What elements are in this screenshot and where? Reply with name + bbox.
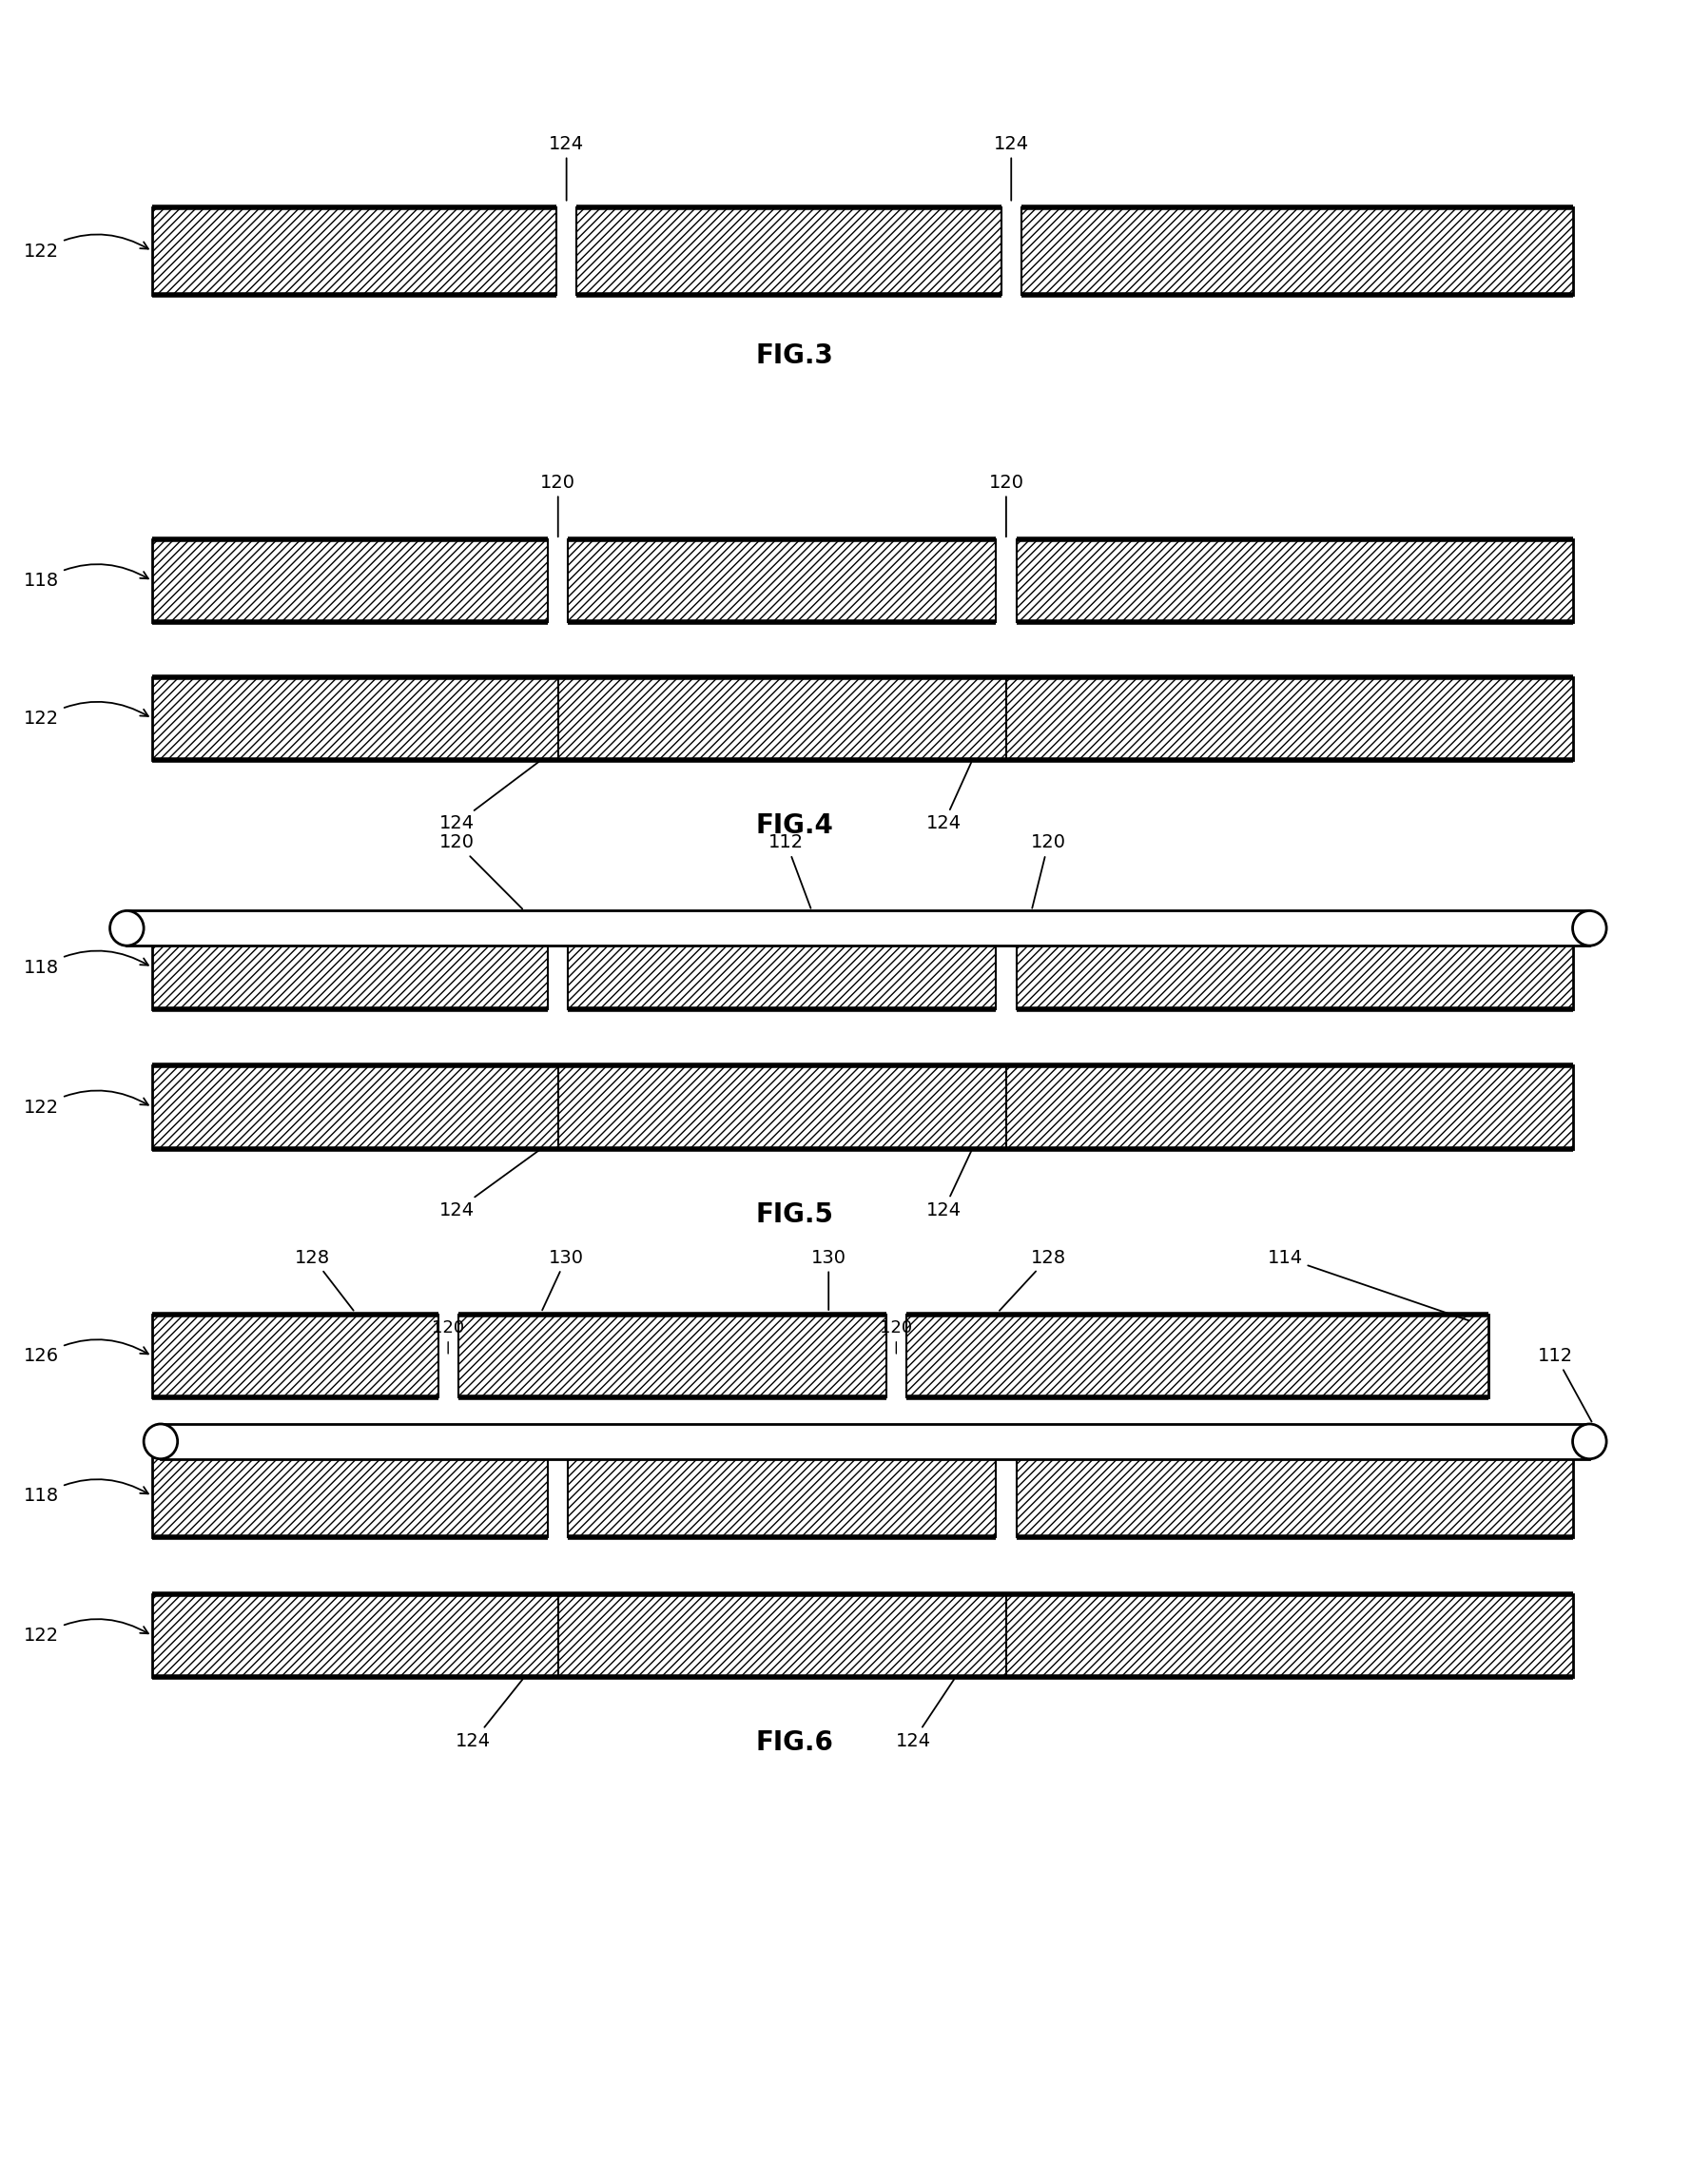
Bar <box>458 1315 886 1398</box>
Bar <box>152 1594 1573 1677</box>
Text: 124: 124 <box>457 1679 523 1749</box>
Bar <box>152 677 1573 760</box>
Text: 124: 124 <box>550 135 583 201</box>
Text: 128: 128 <box>296 1249 353 1310</box>
Text: 122: 122 <box>24 701 149 727</box>
Bar <box>906 1315 1488 1398</box>
Bar <box>577 207 1001 295</box>
Bar <box>152 539 548 622</box>
Text: 124: 124 <box>440 762 539 832</box>
Text: 124: 124 <box>440 1151 539 1219</box>
Text: 118: 118 <box>24 563 149 590</box>
Text: 124: 124 <box>994 135 1028 201</box>
Text: 126: 126 <box>24 1339 149 1365</box>
Bar <box>1016 539 1573 622</box>
Text: 122: 122 <box>24 1618 149 1645</box>
Text: 124: 124 <box>927 762 971 832</box>
Bar <box>568 1455 996 1538</box>
Bar <box>568 539 996 622</box>
Text: 122: 122 <box>24 234 149 260</box>
Text: 118: 118 <box>24 950 149 976</box>
Text: FIG.5: FIG.5 <box>756 1201 834 1227</box>
Text: 112: 112 <box>769 834 810 909</box>
Bar <box>1016 1455 1573 1538</box>
Bar <box>152 1315 438 1398</box>
Text: FIG.4: FIG.4 <box>756 812 834 839</box>
Text: 122: 122 <box>24 1090 149 1116</box>
Text: 120: 120 <box>879 1319 913 1354</box>
Text: 120: 120 <box>1032 834 1065 909</box>
Text: 124: 124 <box>927 1151 971 1219</box>
Text: 112: 112 <box>1539 1348 1591 1422</box>
Text: 120: 120 <box>431 1319 465 1354</box>
Bar <box>127 911 1590 946</box>
Bar <box>1021 207 1573 295</box>
Bar <box>152 1066 1573 1149</box>
Text: 118: 118 <box>24 1479 149 1505</box>
Text: 130: 130 <box>812 1249 846 1310</box>
Bar <box>152 926 548 1009</box>
Text: 130: 130 <box>543 1249 583 1310</box>
Ellipse shape <box>1573 1424 1606 1459</box>
Ellipse shape <box>1573 911 1606 946</box>
Ellipse shape <box>144 1424 178 1459</box>
Text: FIG.6: FIG.6 <box>756 1730 834 1756</box>
Bar <box>161 1424 1590 1459</box>
Bar <box>1016 926 1573 1009</box>
Text: 120: 120 <box>989 474 1023 537</box>
Bar <box>568 926 996 1009</box>
Ellipse shape <box>110 911 144 946</box>
Bar <box>152 1455 548 1538</box>
Text: FIG.3: FIG.3 <box>756 343 834 369</box>
Text: 120: 120 <box>541 474 575 537</box>
Bar <box>152 207 556 295</box>
Text: 120: 120 <box>440 834 523 909</box>
Text: 128: 128 <box>999 1249 1065 1310</box>
Text: 124: 124 <box>896 1679 954 1749</box>
Text: 114: 114 <box>1268 1249 1469 1321</box>
